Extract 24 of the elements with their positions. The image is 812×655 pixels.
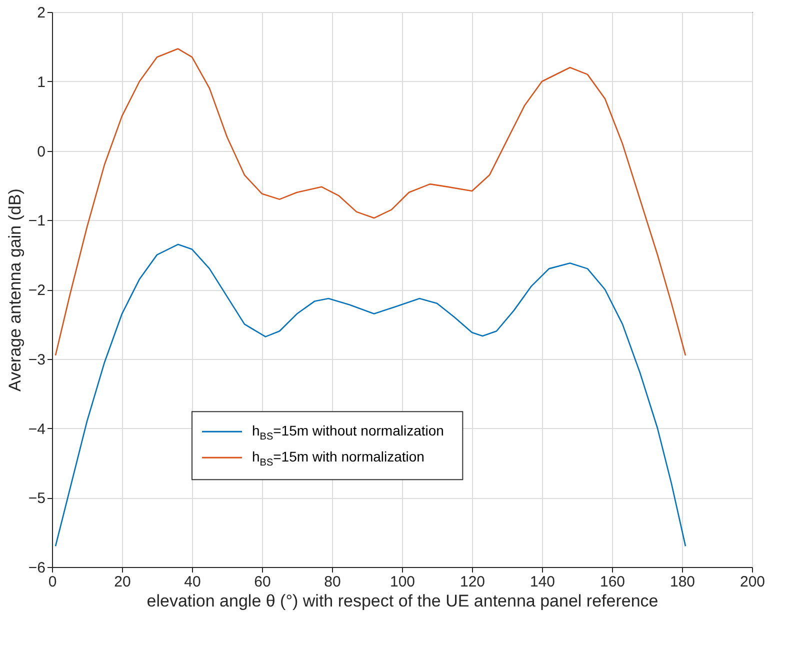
x-tick-label: 0 — [48, 574, 57, 590]
x-tick-label: 140 — [530, 574, 556, 590]
y-tick-label: 0 — [37, 143, 46, 160]
y-tick-label: −2 — [28, 282, 46, 299]
line-series — [54, 48, 686, 356]
x-tick-label: 180 — [670, 574, 696, 590]
y-tick-label: −4 — [28, 420, 46, 438]
y-tick-label: −1 — [28, 212, 46, 230]
y-axis-title: Average antenna gain (dB) — [5, 188, 24, 392]
y-tick-label: −5 — [28, 490, 46, 508]
y-tick-label: −3 — [28, 351, 46, 368]
x-tick-label: 60 — [254, 574, 271, 590]
y-tick-label: 1 — [37, 74, 46, 91]
line-series — [54, 244, 686, 547]
x-tick-label: 100 — [390, 574, 416, 590]
y-tick-label: 2 — [37, 4, 46, 22]
x-tick-label: 20 — [114, 574, 131, 590]
x-tick-label: 160 — [600, 574, 626, 590]
y-tick-label: −6 — [28, 560, 46, 576]
x-tick-label: 40 — [184, 574, 201, 590]
x-tick-label: 120 — [460, 574, 486, 590]
x-tick-label: 200 — [740, 574, 766, 590]
x-axis-title: elevation angle θ (°) with respect of the UE antenna panel reference — [146, 592, 658, 610]
x-tick-label: 80 — [324, 574, 341, 590]
